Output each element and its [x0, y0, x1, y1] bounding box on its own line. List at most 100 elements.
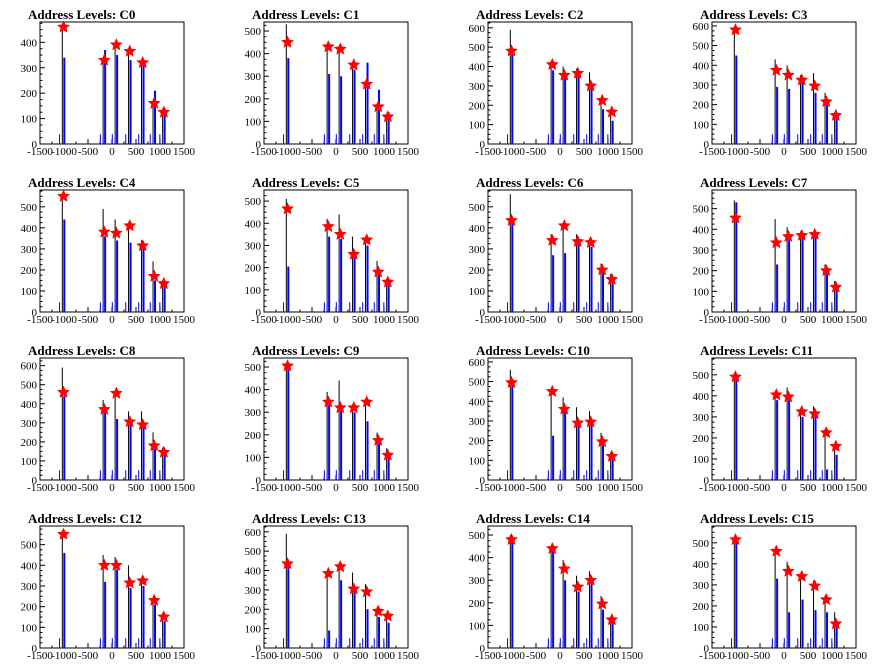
peak-marker: [347, 400, 361, 414]
peak-marker: [381, 110, 395, 123]
x-tick-label: 500: [352, 314, 369, 326]
peak-marker: [381, 609, 395, 622]
x-tick-label: 1000: [373, 482, 396, 494]
x-tick-label: -500: [78, 146, 99, 158]
x-tick-label: 1000: [821, 146, 844, 158]
y-tick-label: 0: [32, 307, 38, 319]
peak-marker: [605, 613, 619, 626]
y-tick-label: 400: [21, 399, 38, 411]
y-tick-label: 500: [21, 202, 38, 214]
y-tick-label: 200: [693, 433, 710, 445]
peak-marker: [123, 415, 137, 428]
y-tick-label: 500: [693, 538, 710, 550]
y-tick-label: 400: [245, 385, 262, 397]
y-tick-label: 500: [693, 370, 710, 382]
chart-panel-9: Address Levels: C90100200300400500-1500-…: [245, 343, 420, 494]
y-tick-label: 200: [693, 601, 710, 613]
x-tick-label: 1000: [597, 650, 620, 662]
y-tick-label: 500: [693, 41, 710, 53]
y-tick-label: 300: [245, 407, 262, 419]
y-tick-label: 200: [245, 430, 262, 442]
y-tick-label: 0: [256, 307, 262, 319]
x-tick-label: -1500: [699, 650, 725, 662]
peak-marker: [333, 400, 347, 414]
x-tick-label: 1500: [173, 650, 196, 662]
chart-title: Address Levels: C11: [700, 343, 813, 358]
y-tick-label: 500: [469, 202, 486, 214]
x-tick-label: 1000: [373, 650, 396, 662]
peak-marker: [584, 79, 598, 92]
chart-panel-11: Address Levels: C11 0 100 200 300 400 500 -1500…: [693, 343, 868, 494]
x-tick-label: 0: [333, 146, 339, 158]
x-tick-label: 500: [800, 482, 817, 494]
y-tick-label: 100: [21, 286, 38, 298]
y-tick-label: 100: [693, 622, 710, 634]
x-tick-label: -1000: [51, 482, 77, 494]
peak-marker: [584, 415, 598, 428]
peak-marker: [147, 269, 161, 282]
y-tick-label: 300: [693, 80, 710, 92]
chart-panel-14: Address Levels: C14 0 100 200 300 400 500 -1500…: [469, 511, 644, 662]
peak-marker: [147, 96, 161, 109]
peak-marker: [769, 544, 783, 557]
y-tick-label: 300: [245, 585, 262, 597]
peak-marker: [808, 227, 822, 240]
chart-panel-12: Address Levels: C12 0 100 200 300 400 500 -1500…: [21, 511, 196, 662]
peak-marker: [360, 585, 374, 598]
x-tick-label: 0: [557, 146, 563, 158]
peak-marker: [157, 445, 171, 458]
peak-marker: [819, 94, 833, 108]
y-tick-label: 400: [693, 60, 710, 72]
peak-marker: [281, 359, 294, 372]
y-tick-label: 200: [245, 604, 262, 616]
peak-marker: [147, 438, 161, 452]
x-tick-label: 500: [128, 146, 145, 158]
y-tick-label: 100: [21, 622, 38, 634]
y-tick-label: 0: [256, 475, 262, 487]
y-tick-label: 100: [469, 620, 486, 632]
x-tick-label: 500: [800, 314, 817, 326]
peak-marker: [729, 23, 742, 36]
y-tick-label: 400: [469, 223, 486, 235]
peak-marker: [97, 402, 111, 415]
peak-marker: [505, 375, 518, 389]
peak-marker: [557, 562, 571, 575]
peak-marker: [595, 263, 609, 276]
x-tick-label: -500: [78, 650, 99, 662]
chart-title: Address Levels: C6: [476, 175, 584, 190]
x-tick-label: 1000: [821, 314, 844, 326]
x-tick-label: -500: [750, 482, 771, 494]
peak-marker: [371, 265, 385, 278]
peak-marker: [769, 63, 783, 76]
peak-marker: [584, 235, 598, 249]
x-tick-label: -500: [526, 482, 547, 494]
x-tick-label: -1500: [27, 482, 53, 494]
peak-marker: [57, 20, 70, 33]
x-tick-label: 1500: [621, 482, 644, 494]
peak-marker: [781, 229, 795, 243]
y-tick-label: 300: [693, 245, 710, 257]
peak-marker: [371, 433, 385, 446]
y-tick-label: 400: [245, 218, 262, 230]
y-tick-label: 100: [693, 454, 710, 466]
x-tick-label: 1000: [821, 650, 844, 662]
x-tick-label: -1500: [699, 314, 725, 326]
peak-marker: [729, 370, 742, 383]
peak-marker: [123, 44, 137, 57]
peak-marker: [595, 434, 609, 448]
peak-marker: [281, 202, 294, 215]
chart-title: Address Levels: C1: [252, 7, 359, 22]
peak-marker: [57, 527, 70, 540]
y-tick-label: 100: [21, 456, 38, 468]
y-tick-label: 400: [469, 553, 486, 565]
peak-marker: [795, 228, 809, 241]
peak-marker: [333, 559, 347, 573]
y-tick-label: 400: [21, 560, 38, 572]
x-tick-label: -1500: [475, 650, 501, 662]
y-tick-label: 200: [21, 602, 38, 614]
peak-marker: [819, 592, 833, 606]
y-tick-label: 100: [693, 286, 710, 298]
peak-marker: [281, 35, 294, 48]
x-tick-label: 1000: [149, 146, 172, 158]
peak-marker: [281, 557, 294, 570]
